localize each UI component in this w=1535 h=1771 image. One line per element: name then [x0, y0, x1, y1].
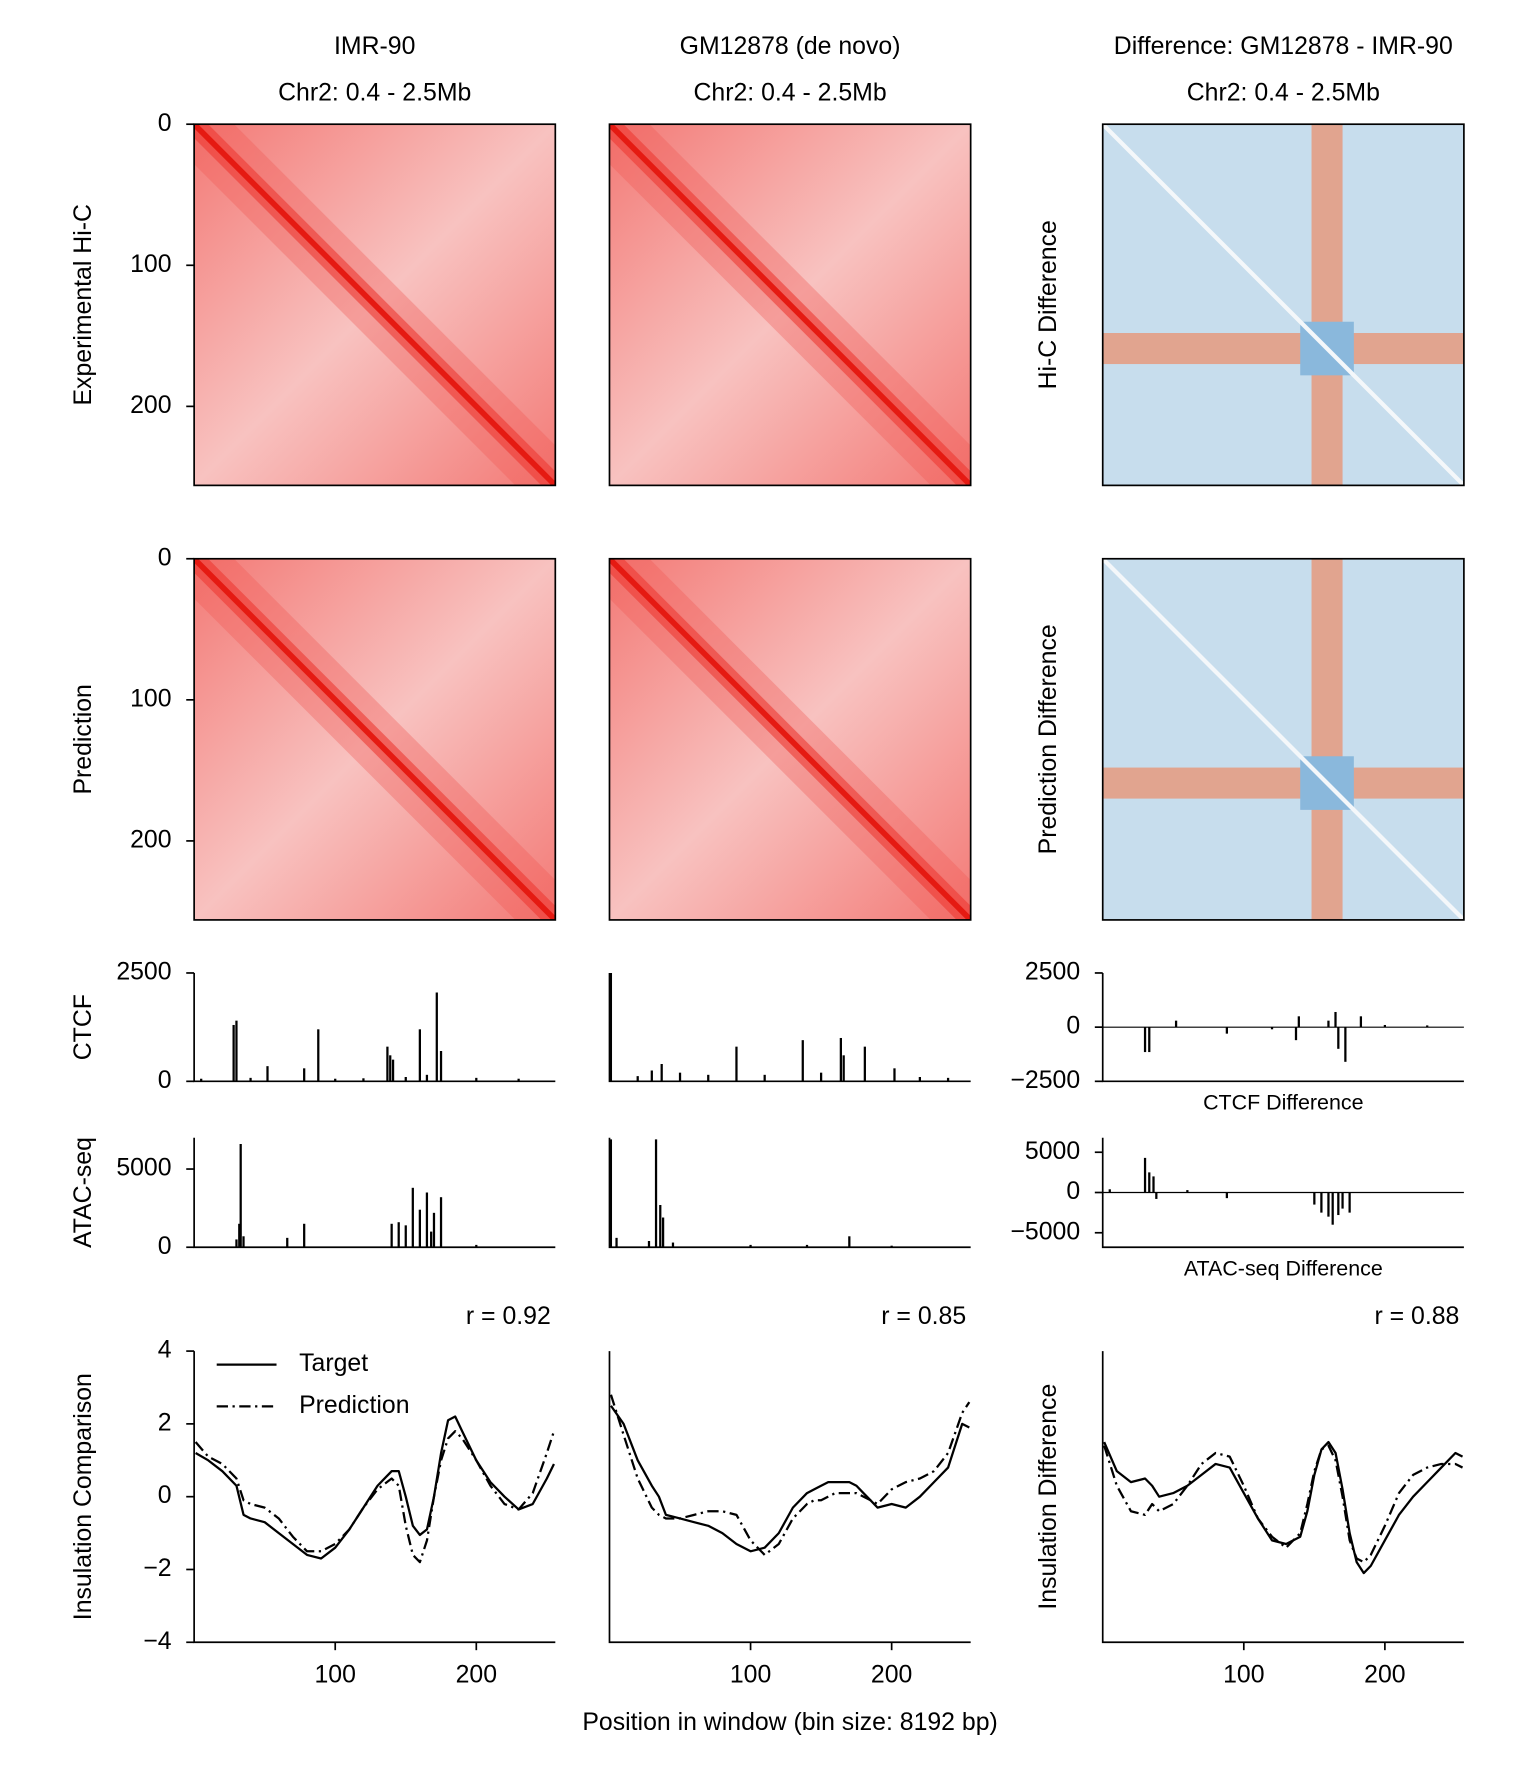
axis-spine	[193, 972, 556, 1083]
y-tick-label: −4	[143, 1628, 171, 1655]
insulation-line	[1103, 1444, 1464, 1564]
insulation-line	[195, 1415, 555, 1560]
x-tick-label: 100	[314, 1662, 355, 1689]
panel-subtitle: Chr2: 0.4 - 2.5Mb	[693, 79, 886, 106]
panel: −5000 0 5000 ATAC-seq Difference	[1010, 1137, 1464, 1280]
y-axis-label: Prediction Difference	[1035, 624, 1062, 854]
insulation-line	[1103, 1440, 1464, 1575]
panel: Prediction 0 100 200	[70, 544, 557, 921]
axis-spine	[1101, 1137, 1464, 1249]
y-axis-label: Hi-C Difference	[1035, 220, 1062, 389]
panel: CTCF 0 2500	[70, 959, 556, 1094]
y-axis-label: Experimental Hi-C	[70, 204, 97, 405]
x-tick-label: 200	[1364, 1662, 1405, 1689]
axis-spine	[193, 1137, 556, 1249]
y-tick-label: −2	[143, 1555, 171, 1582]
y-axis-label: Insulation Comparison	[70, 1373, 97, 1620]
panel: −2500 0 2500 CTCF Difference	[1010, 959, 1464, 1115]
panel: Insulation Comparison −4 −2 0 2 4 100 200 r = 0.…	[70, 1303, 556, 1689]
x-axis-label: CTCF Difference	[1203, 1091, 1363, 1115]
y-tick-label: 0	[158, 1233, 172, 1260]
panel: 100 200 Position in window (bin size: 8192…	[582, 1303, 997, 1736]
x-tick-label: 200	[871, 1662, 912, 1689]
axis-spine	[608, 972, 971, 1083]
insulation-line	[610, 1405, 970, 1553]
panel	[608, 1137, 971, 1249]
y-axis-label: Prediction	[70, 684, 97, 794]
y-tick-label: −5000	[1010, 1218, 1080, 1245]
heatmap-image	[609, 559, 970, 920]
panel: Difference: GM12878 - IMR-90 Chr2: 0.4 - …	[1035, 33, 1465, 487]
y-axis-label: Insulation Difference	[1035, 1384, 1062, 1610]
y-tick-label: 0	[158, 110, 172, 137]
y-tick-label: 0	[158, 544, 172, 571]
heatmap-frame	[1101, 123, 1465, 487]
heatmap-image	[609, 124, 970, 485]
panel: IMR-90 Chr2: 0.4 - 2.5Mb Experimental Hi-C…	[70, 33, 557, 487]
heatmap-image	[1103, 124, 1464, 485]
panel: Insulation Difference 100 200 r = 0.88	[1035, 1303, 1464, 1689]
panel-subtitle: Chr2: 0.4 - 2.5Mb	[1187, 79, 1380, 106]
x-axis-label: ATAC-seq Difference	[1184, 1256, 1383, 1280]
y-tick-label: −2500	[1010, 1067, 1080, 1094]
y-tick-label: 100	[130, 685, 171, 712]
panel-title: IMR-90	[334, 33, 415, 60]
x-tick-label: 200	[456, 1662, 497, 1689]
heatmap-image	[194, 559, 555, 920]
y-tick-label: 0	[158, 1482, 172, 1509]
y-tick-label: 0	[1066, 1178, 1080, 1205]
x-tick-label: 100	[1223, 1662, 1264, 1689]
y-tick-label: 200	[130, 826, 171, 853]
heatmap-frame	[193, 123, 557, 487]
panel	[608, 557, 972, 921]
panel: ATAC-seq 0 5000	[70, 1137, 556, 1260]
y-tick-label: 100	[130, 251, 171, 278]
heatmap-image	[194, 124, 555, 485]
annotation: r = 0.88	[1374, 1303, 1459, 1330]
y-tick-label: 5000	[116, 1155, 171, 1182]
panel: GM12878 (de novo) Chr2: 0.4 - 2.5Mb	[608, 33, 972, 487]
axis-spine	[608, 1351, 971, 1644]
y-tick-label: 4	[158, 1337, 172, 1364]
panel	[608, 972, 971, 1083]
heatmap-image	[1103, 559, 1464, 920]
x-tick-label: 100	[730, 1662, 771, 1689]
panel-title: GM12878 (de novo)	[680, 33, 901, 60]
x-axis-label: Position in window (bin size: 8192 bp)	[582, 1709, 997, 1736]
legend-label: Prediction	[299, 1392, 409, 1419]
y-tick-label: 2	[158, 1409, 172, 1436]
heatmap-frame	[1101, 557, 1465, 921]
heatmap-frame	[193, 557, 557, 921]
y-tick-label: 0	[1066, 1013, 1080, 1040]
panel-title: Difference: GM12878 - IMR-90	[1114, 33, 1453, 60]
panel-subtitle: Chr2: 0.4 - 2.5Mb	[278, 79, 471, 106]
heatmap-frame	[608, 123, 972, 487]
axis-spine	[1101, 1351, 1464, 1644]
annotation: r = 0.92	[466, 1303, 551, 1330]
heatmap-frame	[608, 557, 972, 921]
y-tick-label: 0	[158, 1067, 172, 1094]
y-axis-label: ATAC-seq	[70, 1137, 97, 1248]
panel: Prediction Difference	[1035, 557, 1465, 921]
insulation-line	[609, 1394, 971, 1557]
y-axis-label: CTCF	[70, 994, 97, 1060]
legend-label: Target	[299, 1350, 368, 1377]
y-tick-label: 200	[130, 392, 171, 419]
y-tick-label: 2500	[1025, 959, 1080, 986]
insulation-line	[194, 1430, 556, 1564]
annotation: r = 0.85	[881, 1303, 966, 1330]
y-tick-label: 5000	[1025, 1138, 1080, 1165]
y-tick-label: 2500	[116, 959, 171, 986]
